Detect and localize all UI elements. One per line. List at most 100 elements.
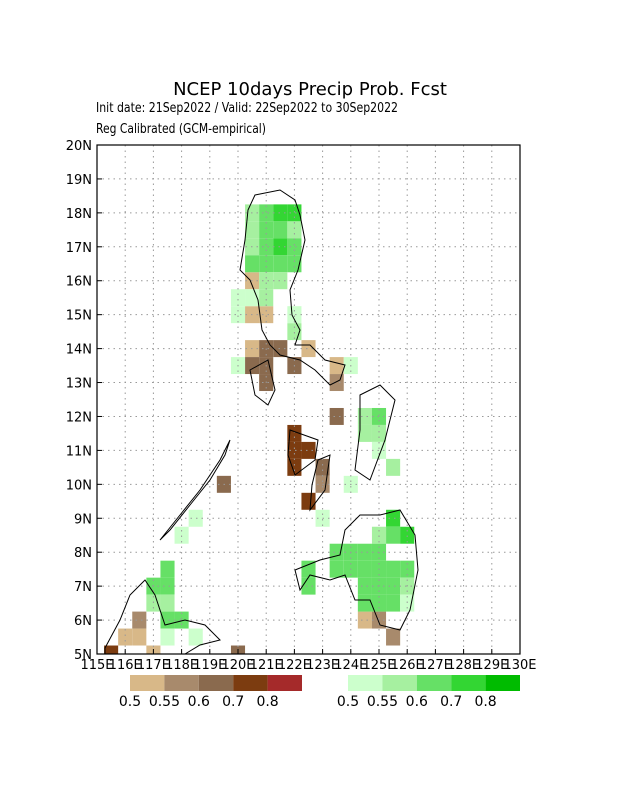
x-tick-label: 123E [306, 658, 339, 673]
prob-cell [273, 340, 288, 358]
y-tick-label: 9N [74, 512, 92, 527]
prob-cell [132, 611, 147, 629]
prob-cell [301, 340, 316, 358]
colorbar-label: 0.55 [367, 694, 398, 710]
coastline [287, 429, 319, 476]
prob-cell [386, 577, 401, 595]
x-tick-label: 125E [362, 658, 395, 673]
colorbar-box [198, 675, 234, 691]
coastline [249, 359, 276, 406]
prob-cell [386, 526, 401, 544]
prob-cell [301, 560, 316, 578]
prob-cell [287, 238, 302, 256]
y-tick-label: 13N [66, 377, 92, 392]
prob-cell [329, 357, 344, 375]
method-label: Reg Calibrated (GCM-empirical) [96, 122, 266, 137]
prob-cell [188, 628, 203, 646]
coastline [159, 439, 231, 541]
prob-cell [245, 255, 260, 273]
y-tick-label: 5N [74, 648, 92, 663]
prob-cell [287, 441, 302, 459]
x-tick-label: 130E [503, 658, 536, 673]
y-tick-label: 18N [66, 207, 92, 222]
y-tick-label: 17N [66, 241, 92, 256]
plot-frame [96, 144, 521, 655]
prob-cell [357, 407, 372, 425]
prob-cell [273, 238, 288, 256]
prob-cell [357, 611, 372, 629]
prob-cell [132, 628, 147, 646]
y-tick-label: 11N [66, 444, 92, 459]
y-tick-label: 20N [66, 139, 92, 154]
prob-cell [230, 306, 246, 324]
prob-cell [371, 424, 387, 442]
prob-cell [329, 560, 344, 578]
colorbar-box [416, 675, 452, 691]
x-tick-label: 122E [278, 658, 311, 673]
prob-cell [329, 407, 344, 425]
x-tick-label: 121E [250, 658, 283, 673]
y-tick-label: 15N [66, 309, 92, 324]
y-tick-label: 7N [74, 580, 92, 595]
x-tick-label: 117E [137, 658, 170, 673]
y-tick-label: 10N [66, 478, 92, 493]
x-tick-label: 120E [221, 658, 254, 673]
prob-cell [273, 204, 288, 222]
coastline [239, 189, 346, 386]
colorbar: 0.5 0.55 0.6 0.7 0.8 0.5 0.55 0.6 0.7 0.8 [119, 675, 520, 710]
prob-cell [301, 492, 316, 510]
prob-cell [230, 289, 246, 307]
prob-cell [371, 526, 387, 544]
x-tick-label: 128E [447, 658, 480, 673]
prob-cell [287, 306, 302, 324]
prob-cell [160, 594, 175, 612]
colorbar-label: 0.7 [440, 694, 462, 710]
x-tick-label: 127E [419, 658, 452, 673]
colorbar-label: 0.5 [119, 694, 141, 710]
colorbar-label: 0.8 [256, 694, 278, 710]
colorbar-box [348, 675, 383, 691]
coastline [294, 509, 419, 631]
y-tick-label: 16N [66, 275, 92, 290]
prob-cell [259, 204, 274, 222]
coastline [354, 384, 396, 481]
prob-cell [174, 526, 189, 544]
y-tick-label: 8N [74, 546, 92, 561]
title: NCEP 10days Precip Prob. Fcst [173, 79, 447, 100]
x-tick-label: 129E [475, 658, 508, 673]
colorbar-label: 0.6 [406, 694, 428, 710]
prob-cell [400, 526, 415, 544]
prob-cell [357, 560, 372, 578]
prob-cell [357, 543, 372, 561]
prob-cell [118, 628, 133, 646]
prob-cell [386, 560, 401, 578]
x-tick-label: 118E [165, 658, 198, 673]
prob-cell [371, 594, 387, 612]
colorbar-label: 0.5 [337, 694, 359, 710]
prob-cell [188, 509, 203, 527]
prob-cell [287, 255, 302, 273]
x-tick-label: 124E [334, 658, 367, 673]
colorbar-box [233, 675, 268, 691]
prob-cell [287, 221, 302, 239]
colorbar-box [451, 675, 486, 691]
prob-cell [386, 458, 401, 476]
prob-cell [315, 458, 330, 476]
prob-cell [259, 221, 274, 239]
colorbar-box [382, 675, 417, 691]
prob-cell [386, 594, 401, 612]
axes: 115E116E117E118E119E120E121E122E123E124E… [66, 139, 537, 673]
prob-cell [273, 255, 288, 273]
x-tick-label: 115E [80, 658, 113, 673]
prob-cell [245, 221, 260, 239]
colorbar-box [267, 675, 302, 691]
y-tick-label: 19N [66, 173, 92, 188]
prob-cell [386, 628, 401, 646]
prob-cell [104, 645, 119, 654]
prob-cell [259, 289, 274, 307]
prob-cell [357, 577, 372, 595]
prob-cell [160, 560, 175, 578]
prob-cell [245, 357, 260, 375]
prob-cell [259, 306, 274, 324]
